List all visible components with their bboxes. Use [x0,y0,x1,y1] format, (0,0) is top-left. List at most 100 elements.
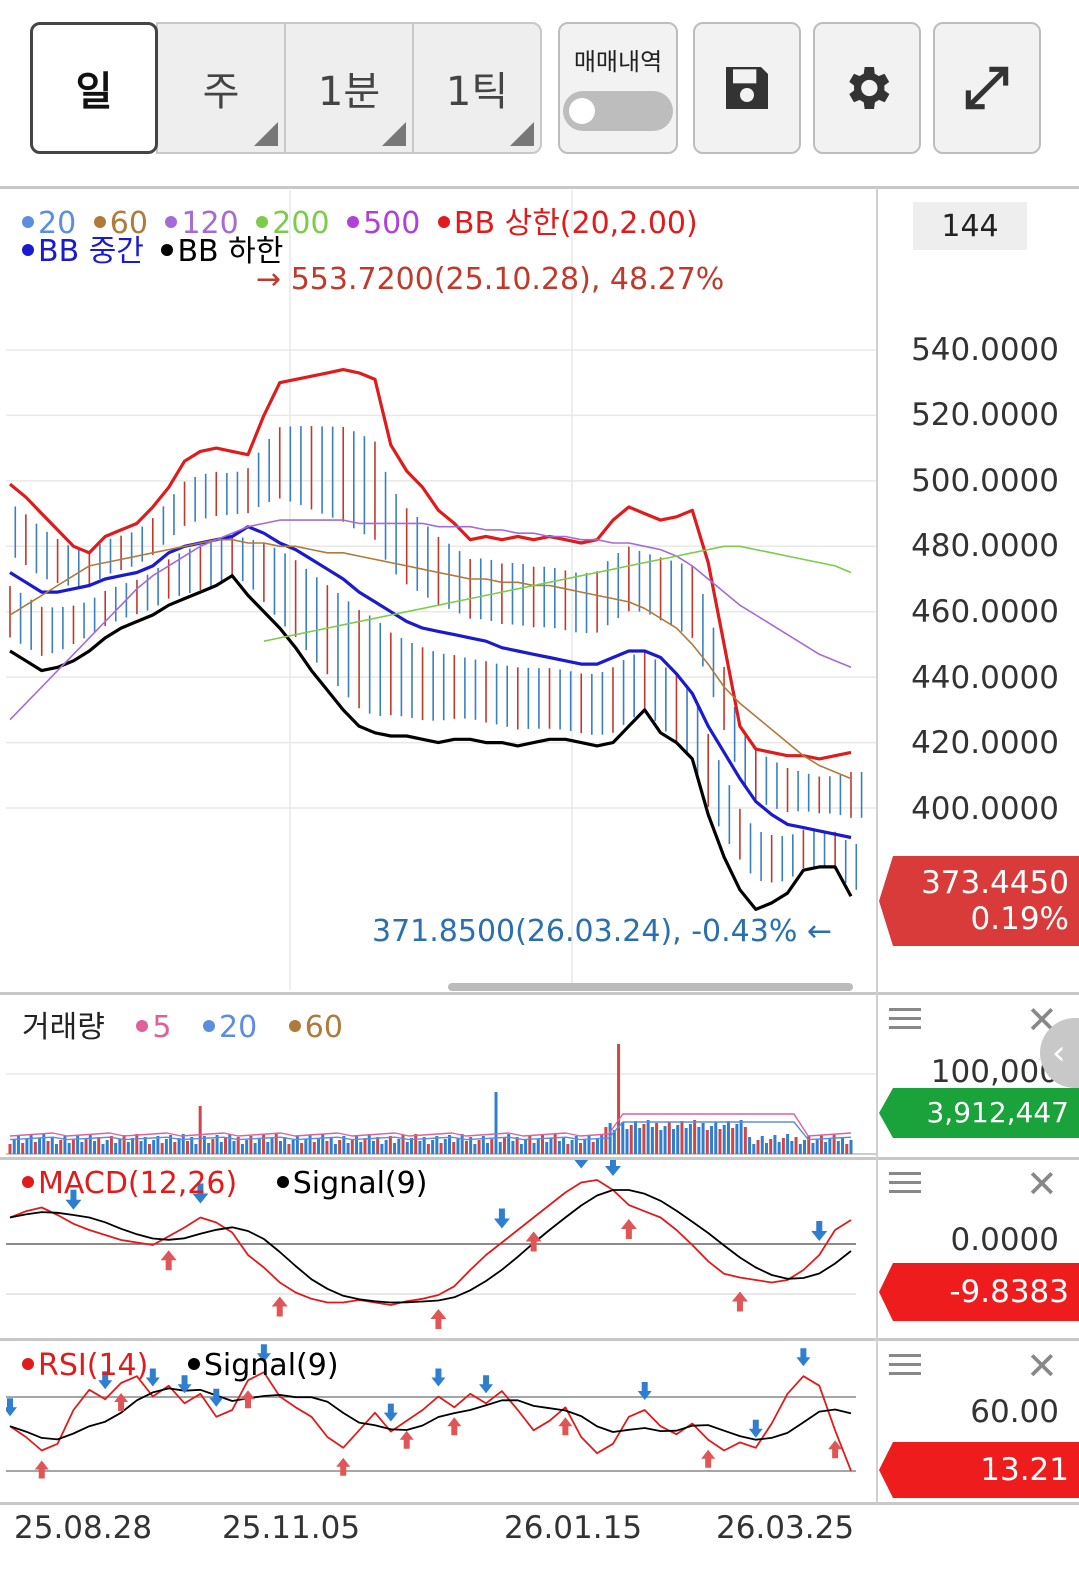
panel-divider [0,1157,1079,1160]
legend-macd-signal-label: Signal(9) [292,1166,428,1201]
volume-tag-shape [879,1088,1079,1138]
volume-bar [595,1138,599,1154]
buy-signal-arrow-icon [701,1449,716,1468]
sell-signal-arrow-icon [383,1403,398,1422]
volume-menu-icon[interactable] [889,1008,921,1032]
volume-bar [397,1139,401,1154]
volume-bar [773,1135,777,1154]
buy-signal-arrow-icon [447,1417,462,1436]
trade-history-toggle[interactable] [563,91,673,131]
buy-signal-arrow-icon [620,1219,637,1239]
tab-1tick[interactable]: 1틱 [412,22,542,154]
volume-bar [80,1142,84,1154]
legend-ma200: 200 [256,206,330,241]
volume-chart[interactable] [6,996,876,1156]
tab-weekly[interactable]: 주 [156,22,286,154]
volume-bar [409,1138,413,1154]
volume-bar [401,1135,405,1154]
volume-bar [477,1140,481,1154]
volume-bar [507,1134,511,1154]
tab-daily[interactable]: 일 [30,22,158,154]
legend-vol5: 5 [136,1010,171,1045]
volume-bar [676,1125,680,1154]
save-button[interactable] [693,22,801,154]
period-tabs: 일 주 1분 1틱 [30,22,542,154]
volume-bar [135,1134,139,1154]
volume-ma20-line [9,1121,852,1141]
volume-bar [346,1143,350,1154]
count-badge[interactable]: 144 [913,202,1027,250]
gear-icon [849,67,890,109]
volume-bar [621,1122,625,1154]
volume-bar [464,1141,468,1154]
tab-weekly-label: 주 [202,69,240,115]
volume-bar [498,1142,502,1154]
tab-1tick-label: 1틱 [445,69,509,115]
volume-bar [680,1121,684,1154]
volume-bar [439,1143,443,1154]
volume-bar [608,1123,612,1154]
chevron-left-icon: ‹ [1052,1033,1066,1073]
sell-signal-arrow-icon [177,1375,192,1394]
macd-chart[interactable] [6,1160,876,1338]
macd-menu-icon[interactable] [889,1172,921,1196]
volume-bar [257,1139,261,1154]
x-tick-label: 26.01.15 [504,1510,643,1546]
volume-bar [33,1142,37,1154]
expand-button[interactable] [933,22,1041,154]
volume-bar [714,1122,718,1154]
trade-history-button[interactable]: 매매내역 [558,22,678,154]
volume-bar [414,1134,418,1154]
volume-bar [8,1144,12,1154]
volume-bar [642,1124,646,1154]
sell-signal-arrow-icon [574,1160,589,1169]
horizontal-scrollbar[interactable] [448,983,853,991]
volume-bar [16,1136,20,1154]
rsi-chart[interactable] [6,1341,876,1503]
volume-bar [59,1140,63,1154]
price-chart[interactable] [6,190,876,990]
volume-bar [287,1144,291,1154]
current-price-tag-shape [879,856,1079,946]
rsi-tag: 13.21 [880,1442,1079,1498]
volume-bar [114,1143,118,1154]
volume-bar [253,1143,257,1154]
tab-daily-label: 일 [75,69,113,115]
volume-bar [519,1144,523,1154]
volume-bar [617,1044,621,1154]
volume-bar [486,1143,490,1154]
volume-bar [405,1142,409,1154]
volume-bar [752,1144,756,1154]
rsi-close-icon[interactable]: ✕ [1026,1344,1058,1388]
rsi-signal-line [9,1387,852,1441]
volume-bar [600,1134,604,1154]
dropdown-corner-icon [510,122,534,146]
volume-bar [718,1129,722,1154]
y-tick-label: 540.0000 [911,332,1059,368]
volume-bar [207,1143,211,1154]
volume-bar [12,1140,16,1154]
price-legend-row2: BB 중간 BB 하한 [22,226,291,270]
volume-bar [832,1134,836,1154]
volume-bar [803,1140,807,1154]
volume-bar [705,1130,709,1154]
volume-bar [490,1139,494,1154]
volume-bar [625,1129,629,1154]
volume-bar [731,1128,735,1154]
volume-bar [684,1128,688,1154]
volume-bar [655,1123,659,1154]
volume-bar [672,1129,676,1154]
volume-bar [262,1135,266,1154]
macd-close-icon[interactable]: ✕ [1026,1162,1058,1206]
macd-line [9,1179,852,1306]
volume-bar [591,1142,595,1154]
volume-bar [274,1134,278,1154]
toggle-knob [569,98,595,124]
volume-bar [376,1137,380,1154]
settings-button[interactable] [813,22,921,154]
volume-bar [67,1143,71,1154]
volume-bar [646,1120,650,1154]
rsi-menu-icon[interactable] [889,1354,921,1378]
volume-bar [143,1137,147,1154]
tab-1min[interactable]: 1분 [284,22,414,154]
